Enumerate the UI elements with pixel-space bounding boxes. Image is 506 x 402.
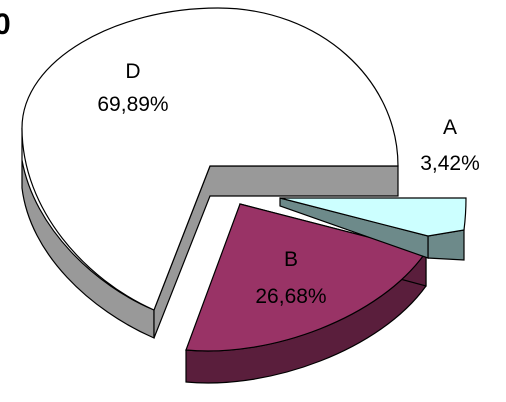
slice-d-top bbox=[21, 7, 399, 311]
slice-b: B 26,68% bbox=[185, 203, 427, 384]
slice-b-top bbox=[185, 203, 427, 352]
slice-d-label: D bbox=[125, 60, 140, 83]
slice-a-top bbox=[279, 197, 467, 237]
chart-title: 0 bbox=[0, 8, 11, 41]
slice-a bbox=[279, 197, 467, 261]
slice-a-value: 3,42% bbox=[420, 152, 480, 175]
slice-d-value: 69,89% bbox=[97, 93, 168, 116]
slice-b-label: B bbox=[284, 248, 298, 271]
slice-a-label: A bbox=[443, 116, 457, 139]
slice-b-value: 26,68% bbox=[255, 285, 326, 308]
slice-d: D 69,89% bbox=[21, 7, 399, 339]
